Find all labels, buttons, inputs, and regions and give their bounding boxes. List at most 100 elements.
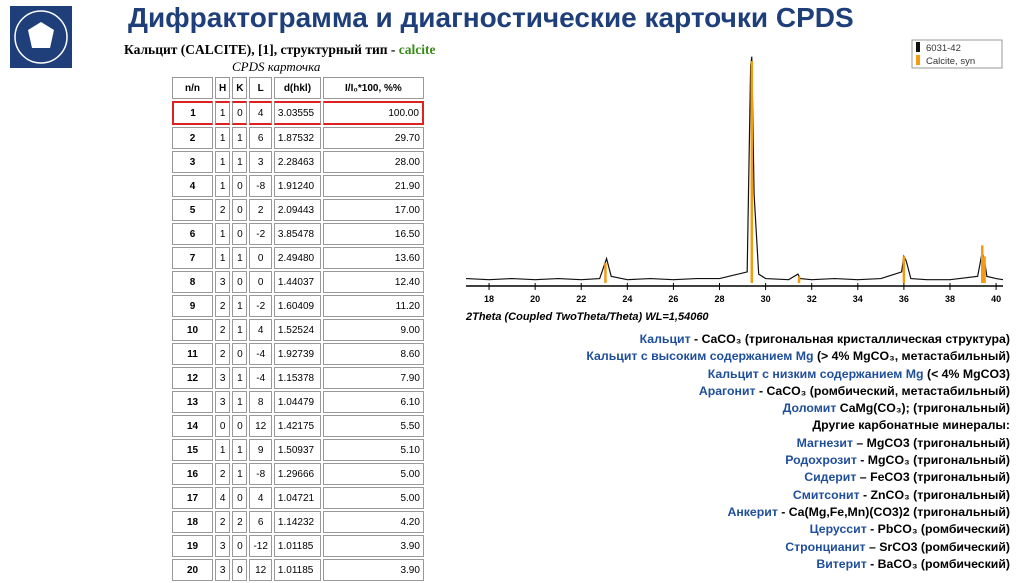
- table-cell: 1.29666: [273, 463, 321, 485]
- legend-label: Calcite, syn: [926, 56, 975, 67]
- table-cell: 17.00: [322, 199, 424, 221]
- table-row: 13 3 1 8 1.04479 6.10: [172, 391, 424, 413]
- table-cell: 1.52524: [273, 319, 321, 341]
- table-cell: 1: [215, 151, 231, 173]
- logo-emblem: [28, 22, 54, 48]
- x-tick-label: 38: [945, 294, 955, 304]
- mineral-line: Доломит CaMg(CO₃); (тригональный): [586, 400, 1010, 417]
- table-cell: 1: [232, 463, 248, 485]
- table-cell: 0: [232, 223, 248, 245]
- table-row: 10 2 1 4 1.52524 9.00: [172, 319, 424, 341]
- table-row: 18 2 2 6 1.14232 4.20: [172, 511, 424, 533]
- table-cell: 6: [249, 127, 272, 149]
- mineral-name: Магнезит: [796, 435, 853, 450]
- table-cell: 1.44037: [273, 271, 321, 293]
- table-cell: 3: [172, 151, 213, 173]
- table-cell: 1.60409: [273, 295, 321, 317]
- table-cell: 10: [172, 319, 213, 341]
- table-cell: 19: [172, 535, 213, 557]
- mineral-line: Анкерит - Ca(Mg,Fe,Mn)(CO3)2 (тригональн…: [586, 504, 1010, 521]
- column-header: d(hkl): [273, 77, 321, 99]
- mineral-line: Кальцит с низким содержанием Mg (< 4% Mg…: [586, 366, 1010, 383]
- table-row: 16 2 1 -8 1.29666 5.00: [172, 463, 424, 485]
- table-cell: 18: [172, 511, 213, 533]
- table-cell: 4: [249, 487, 272, 509]
- table-cell: 17: [172, 487, 213, 509]
- mineral-text: - MgCO₃ (тригональный): [856, 453, 1010, 468]
- table-cell: -2: [249, 295, 272, 317]
- table-cell: 3.90: [322, 559, 424, 581]
- table-cell: 15: [172, 439, 213, 461]
- table-row: 14 0 0 12 1.42175 5.50: [172, 415, 424, 437]
- title: Дифрактограмма и диагностические карточк…: [128, 2, 854, 33]
- table-row: 20 3 0 12 1.01185 3.90: [172, 559, 424, 581]
- mineral-text: (< 4% MgCO3): [923, 366, 1010, 381]
- table-cell: 3.90: [322, 535, 424, 557]
- table-cell: 0: [215, 415, 231, 437]
- table-cell: 0: [232, 535, 248, 557]
- mineral-text: – MgCO3 (тригональный): [852, 435, 1010, 450]
- table-cell: -4: [249, 343, 272, 365]
- table-cell: 4.20: [322, 511, 424, 533]
- x-tick-label: 18: [484, 294, 494, 304]
- table-cell: 12: [172, 367, 213, 389]
- caption-text: Кальцит (CALCITE), [1], структурный тип …: [124, 42, 396, 57]
- table-row: 12 3 1 -4 1.15378 7.90: [172, 367, 424, 389]
- mineral-text: - PbCO₃ (ромбический): [866, 522, 1010, 537]
- table-cell: 1.50937: [273, 439, 321, 461]
- table-cell: -8: [249, 463, 272, 485]
- table-cell: 7.90: [322, 367, 424, 389]
- mineral-name: Витерит: [816, 556, 867, 571]
- x-tick-label: 26: [668, 294, 678, 304]
- table-row: 7 1 1 0 2.49480 13.60: [172, 247, 424, 269]
- legend-label: 6031-42: [926, 43, 961, 54]
- table-cell: 2.09443: [273, 199, 321, 221]
- table-cell: 2: [172, 127, 213, 149]
- table-cell: 1.92739: [273, 343, 321, 365]
- mineral-line: Кальцит - CaCO₃ (тригональная кристаллич…: [586, 331, 1010, 348]
- table-cell: -8: [249, 175, 272, 197]
- table-cell: 21.90: [322, 175, 424, 197]
- table-cell: 1.14232: [273, 511, 321, 533]
- table-cell: 1: [232, 439, 248, 461]
- mineral-name: Стронцианит: [785, 539, 866, 554]
- column-header: n/n: [172, 77, 213, 99]
- table-cell: 13: [172, 391, 213, 413]
- mineral-name: Арагонит: [698, 383, 756, 398]
- table-cell: 2: [215, 319, 231, 341]
- table-cell: 1: [232, 247, 248, 269]
- mineral-name: Анкерит: [727, 504, 778, 519]
- table-cell: 9: [172, 295, 213, 317]
- column-header: H: [215, 77, 231, 99]
- mineral-name: Кальцит с высоким содержанием Mg: [586, 349, 814, 364]
- table-cell: 3.85478: [273, 223, 321, 245]
- table-cell: -2: [249, 223, 272, 245]
- table-cell: 12: [249, 415, 272, 437]
- table-cell: 3.03555: [273, 101, 321, 125]
- mineral-line: Сидерит – FeCO3 (тригональный): [586, 469, 1010, 486]
- column-header: L: [249, 77, 272, 99]
- mineral-name: Родохрозит: [785, 453, 857, 468]
- table-cell: 5: [172, 199, 213, 221]
- x-axis-label: 2Theta (Coupled TwoTheta/Theta) WL=1,540…: [465, 311, 709, 323]
- table-cell: 1: [232, 151, 248, 173]
- table-cell: 0: [249, 271, 272, 293]
- mineral-text: Другие карбонатные минералы:: [812, 418, 1010, 433]
- table-cell: 1.01185: [273, 535, 321, 557]
- table-cell: 2.49480: [273, 247, 321, 269]
- table-cell: 14: [172, 415, 213, 437]
- table-cell: 2: [215, 295, 231, 317]
- table-subtitle: CPDS карточка: [232, 59, 321, 74]
- table-row: 4 1 0 -8 1.91240 21.90: [172, 175, 424, 197]
- table-cell: 16: [172, 463, 213, 485]
- table-cell: 4: [249, 101, 272, 125]
- table-cell: 1: [232, 367, 248, 389]
- mineral-line: Церуссит - PbCO₃ (ромбический): [586, 521, 1010, 538]
- table-cell: 11.20: [322, 295, 424, 317]
- table-cell: 1.01185: [273, 559, 321, 581]
- table-cell: 0: [232, 343, 248, 365]
- mineral-list: Кальцит - CaCO₃ (тригональная кристаллич…: [586, 331, 1010, 573]
- logo-ring: [14, 10, 68, 64]
- table-cell: 1: [215, 247, 231, 269]
